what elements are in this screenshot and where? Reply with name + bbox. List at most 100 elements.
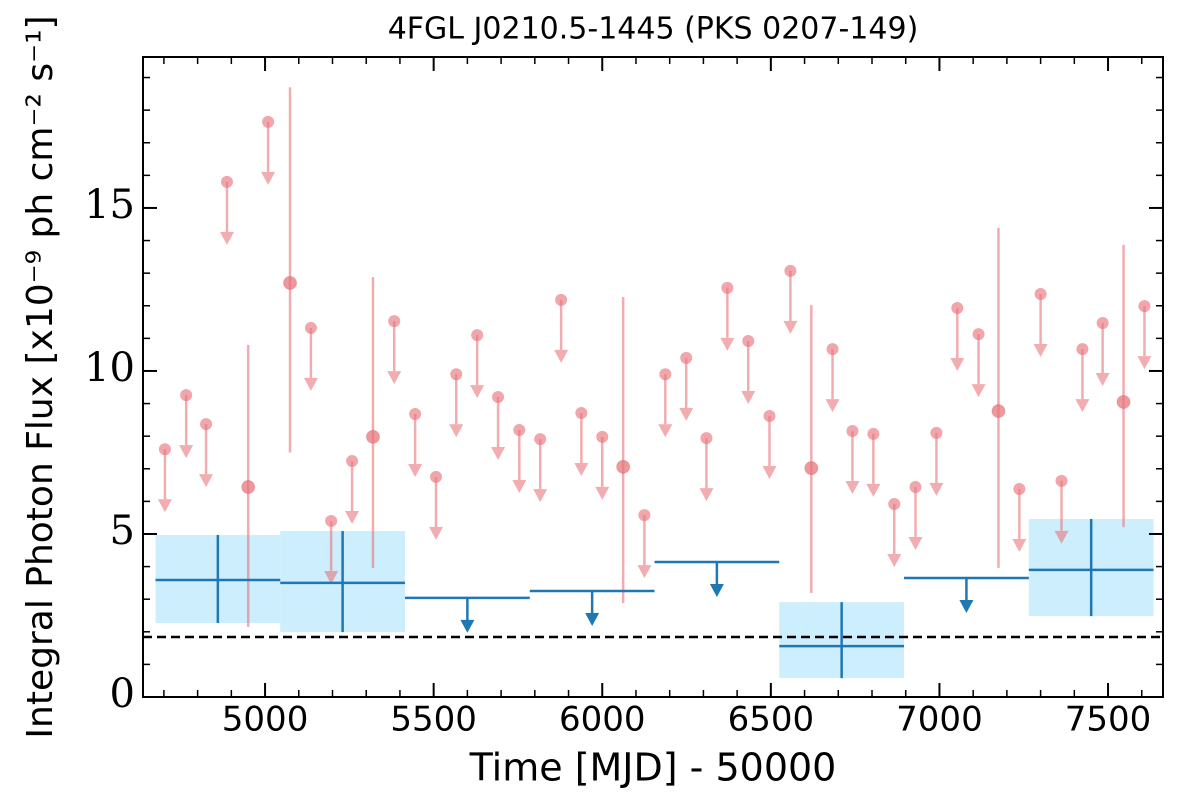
- upper-limit-point: [555, 293, 568, 306]
- upper-limit-point: [388, 315, 401, 328]
- upper-limit-arrow: [825, 399, 840, 413]
- upper-limit-point: [930, 426, 943, 439]
- upper-limit-point: [180, 389, 193, 402]
- upper-limit-point: [721, 281, 734, 294]
- upper-limit-arrow: [1054, 530, 1069, 544]
- upper-limit-arrow: [199, 474, 214, 488]
- upper-limit-point: [262, 115, 275, 128]
- upper-limit-arrow: [345, 510, 360, 524]
- upper-limit-arrow: [219, 231, 234, 245]
- upper-limit-point: [742, 334, 755, 347]
- upper-limit-arrow: [512, 479, 527, 493]
- upper-limit-point: [826, 343, 839, 356]
- x-tick-label: 6000: [559, 700, 646, 740]
- upper-limit-point: [784, 264, 797, 277]
- upper-limit-point: [1013, 482, 1026, 495]
- upper-limit-point: [680, 351, 693, 364]
- upper-limit-arrow: [658, 424, 673, 438]
- flux-point: [283, 275, 298, 290]
- flux-point: [365, 429, 380, 444]
- chart-title: 4FGL J0210.5-1445 (PKS 0207-149): [388, 12, 919, 47]
- upper-limit-point: [430, 470, 443, 483]
- x-tick-label: 5500: [390, 700, 477, 740]
- upper-limit-arrow: [929, 482, 944, 496]
- upper-limit-point: [1096, 317, 1109, 330]
- upper-limit-point: [325, 514, 338, 527]
- upper-limit-point: [1034, 288, 1047, 301]
- upper-limit-point: [409, 408, 422, 421]
- upper-limit-point: [575, 407, 588, 420]
- plot-frame: [142, 56, 1164, 698]
- upper-limit-arrow: [387, 371, 402, 385]
- x-tick-label: 7500: [1065, 700, 1152, 740]
- x-tick-label: 6500: [728, 700, 815, 740]
- upper-limit-arrow: [783, 320, 798, 334]
- upper-limit-point: [888, 497, 901, 510]
- upper-limit-point: [1138, 300, 1151, 313]
- upper-limit-arrow: [720, 337, 735, 351]
- upper-limit-arrow: [429, 526, 444, 540]
- upper-limit-arrow: [324, 570, 339, 584]
- upper-limit-arrow: [1137, 356, 1152, 370]
- upper-limit-arrow: [887, 553, 902, 567]
- upper-limit-arrow: [1075, 399, 1090, 413]
- upper-limit-point: [158, 443, 171, 456]
- y-tick-label: 0: [110, 671, 135, 717]
- upper-limit-arrow: [866, 483, 881, 497]
- upper-limit-point: [1055, 474, 1068, 487]
- upper-limit-arrow: [679, 407, 694, 421]
- upper-limit-point: [763, 409, 776, 422]
- upper-limit-point: [304, 321, 317, 334]
- upper-limit-arrow: [470, 385, 485, 399]
- upper-limit-point: [659, 368, 672, 381]
- upper-limit-arrow: [449, 424, 464, 438]
- upper-limit-arrow: [1095, 373, 1110, 387]
- bin-upper-limit-arrow: [460, 619, 475, 633]
- upper-limit-arrow: [574, 463, 589, 477]
- bin-upper-limit-arrow: [709, 584, 724, 598]
- upper-limit-arrow: [741, 390, 756, 404]
- upper-limit-arrow: [491, 447, 506, 461]
- upper-limit-point: [596, 430, 609, 443]
- flux-point: [616, 459, 631, 474]
- upper-limit-point: [450, 368, 463, 381]
- upper-limit-point: [972, 328, 985, 341]
- upper-limit-point: [200, 418, 213, 431]
- flux-point: [804, 461, 819, 476]
- upper-limit-arrow: [1033, 344, 1048, 358]
- upper-limit-point: [846, 424, 859, 437]
- upper-limit-arrow: [950, 358, 965, 372]
- upper-limit-arrow: [261, 171, 276, 185]
- upper-limit-point: [471, 329, 484, 342]
- flux-point: [241, 480, 256, 495]
- upper-limit-arrow: [157, 499, 172, 513]
- upper-limit-arrow: [595, 486, 610, 500]
- upper-limit-point: [867, 427, 880, 440]
- upper-limit-point: [220, 175, 233, 188]
- upper-limit-point: [1076, 343, 1089, 356]
- upper-limit-arrow: [179, 445, 194, 459]
- upper-limit-point: [534, 433, 547, 446]
- upper-limit-arrow: [637, 565, 652, 579]
- y-tick-label: 10: [84, 345, 135, 391]
- upper-limit-point: [492, 391, 505, 404]
- upper-limit-point: [951, 302, 964, 315]
- upper-limit-arrow: [908, 537, 923, 551]
- upper-limit-arrow: [533, 489, 548, 503]
- upper-limit-arrow: [554, 349, 569, 363]
- flux-point: [991, 404, 1006, 419]
- y-tick-label: 5: [110, 508, 135, 554]
- upper-limit-arrow: [408, 464, 423, 478]
- y-tick-label: 15: [84, 182, 135, 228]
- y-axis-label: Integral Photon Flux [x10⁻⁹ ph cm⁻² s⁻¹]: [20, 15, 61, 738]
- bin-upper-limit-arrow: [585, 613, 600, 627]
- upper-limit-arrow: [971, 384, 986, 398]
- upper-limit-arrow: [699, 488, 714, 502]
- x-tick-label: 5000: [222, 700, 309, 740]
- upper-limit-arrow: [762, 465, 777, 479]
- upper-limit-point: [638, 509, 651, 522]
- upper-limit-point: [909, 481, 922, 494]
- upper-limit-arrow: [845, 480, 860, 494]
